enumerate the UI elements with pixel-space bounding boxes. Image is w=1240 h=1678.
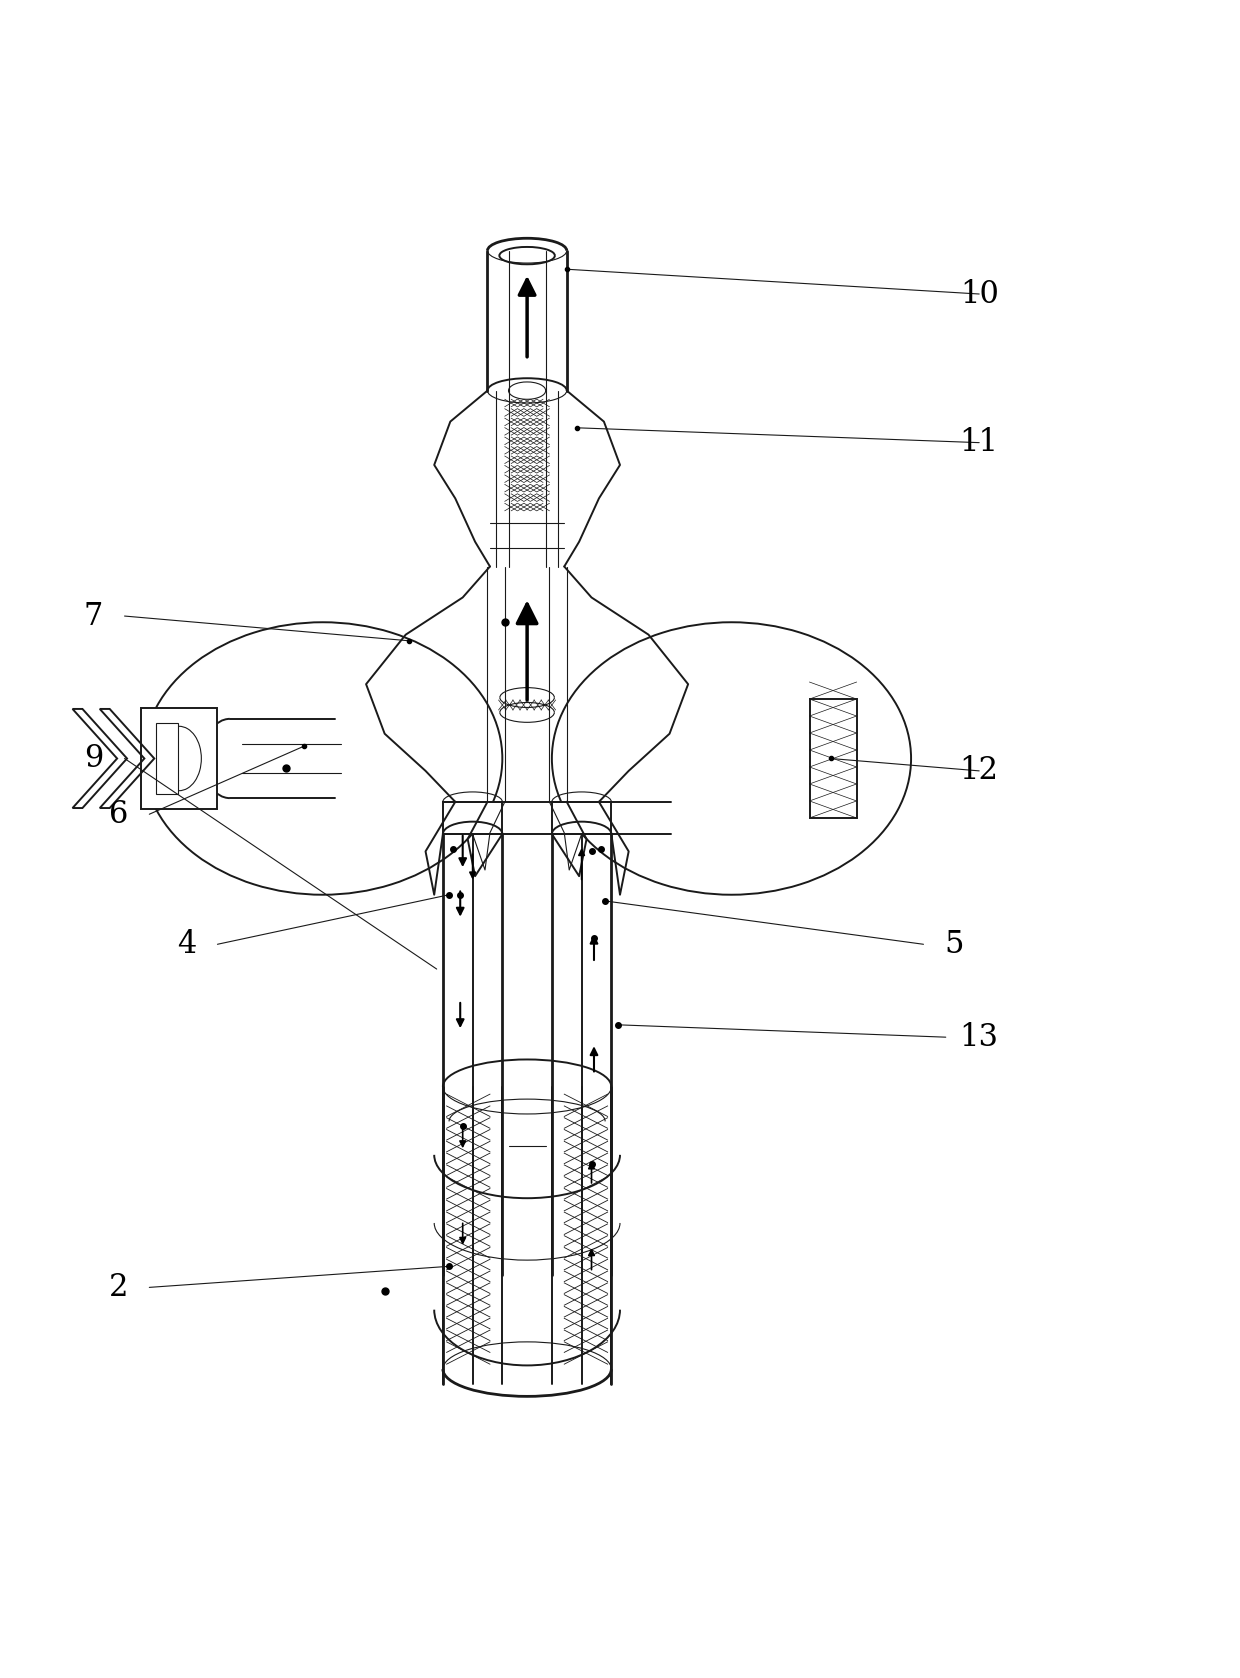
Text: 5: 5 xyxy=(945,930,965,960)
Bar xyxy=(810,700,857,817)
Bar xyxy=(140,708,217,809)
Text: 2: 2 xyxy=(109,1272,128,1302)
Text: 11: 11 xyxy=(960,428,998,458)
Text: 7: 7 xyxy=(84,601,103,631)
Text: 10: 10 xyxy=(960,279,998,309)
Bar xyxy=(552,802,611,834)
Bar xyxy=(443,802,502,834)
Text: 6: 6 xyxy=(109,799,128,829)
Text: 13: 13 xyxy=(960,1022,998,1052)
Text: 9: 9 xyxy=(84,743,103,774)
Bar xyxy=(155,723,177,794)
Text: 12: 12 xyxy=(960,755,998,787)
Text: 4: 4 xyxy=(177,930,196,960)
